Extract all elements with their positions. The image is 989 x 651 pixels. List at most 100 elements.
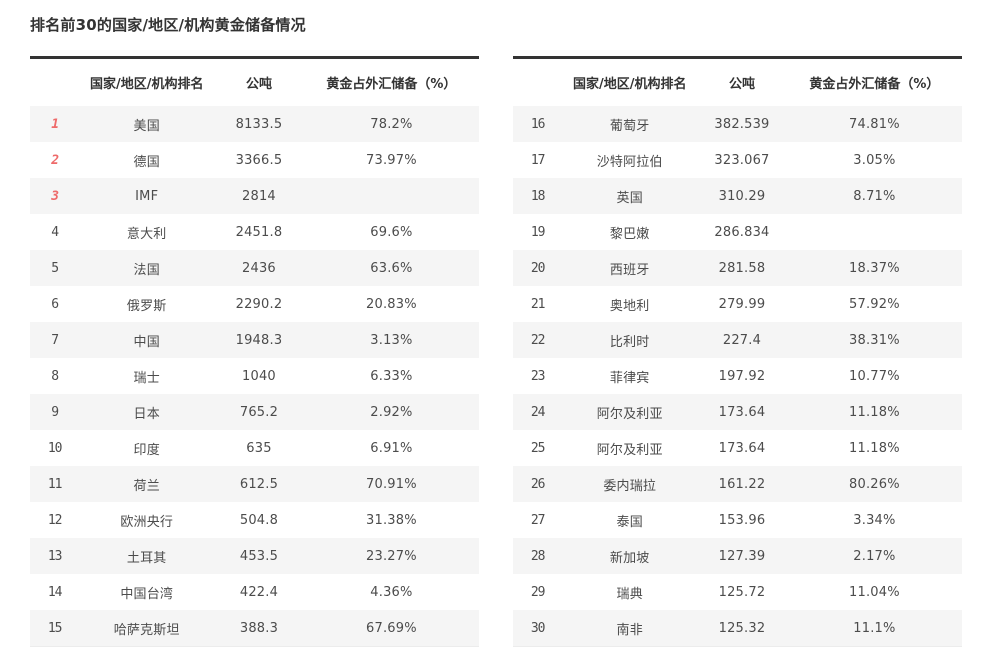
table-row: 29 瑞典 125.72 11.04% [513,574,962,610]
tonnes-cell: 323.067 [714,152,770,168]
table-row: 3 IMF 2814 [30,178,479,214]
name-cell: 瑞士 [133,370,160,386]
tonnes-cell: 1040 [242,368,276,384]
table-row: 27 泰国 153.96 3.34% [513,502,962,538]
table-row: 10 印度 635 6.91% [30,430,479,466]
table-row: 26 委内瑞拉 161.22 80.26% [513,466,962,502]
pct-cell: 3.34% [853,512,896,528]
table-row: 19 黎巴嫩 286.834 [513,214,962,250]
name-cell: 哈萨克斯坦 [79,610,215,647]
tonnes-cell: 161.22 [697,466,787,502]
pct-cell: 8.71% [786,178,962,214]
pct-cell: 2.17% [786,538,962,574]
rank-cell: 10 [47,440,63,456]
rank-cell: 2 [51,152,59,168]
name-cell: 俄罗斯 [126,298,167,314]
table-row: 28 新加坡 127.39 2.17% [513,538,962,574]
tonnes-cell: 197.92 [718,368,766,384]
rank-cell: 1 [30,106,80,142]
gold-table-right: 国家/地区/机构排名 公吨 黄金占外汇储备（%） 16 葡萄牙 382.539 74.… [513,56,962,647]
table-row: 21 奥地利 279.99 57.92% [513,286,962,322]
name-cell: 中国 [79,322,215,358]
name-cell: 新加坡 [562,538,698,574]
pct-cell: 11.1% [786,610,962,647]
pct-cell [303,178,479,214]
table-row: 24 阿尔及利亚 173.64 11.18% [513,394,962,430]
tonnes-cell: 281.58 [697,250,787,286]
tonnes-cell: 125.32 [697,610,787,647]
rank-cell: 26 [513,466,563,502]
tonnes-cell: 2290.2 [235,296,283,312]
name-cell: 荷兰 [79,466,215,502]
rank-cell: 28 [513,538,563,574]
table-row: 1 美国 8133.5 78.2% [30,106,479,142]
name-cell: 英国 [562,178,698,214]
rank-cell: 11 [30,466,80,502]
table-row: 17 沙特阿拉伯 323.067 3.05% [513,142,962,178]
rank-cell: 16 [513,106,563,142]
table-row: 11 荷兰 612.5 70.91% [30,466,479,502]
table-row: 12 欧洲央行 504.8 31.38% [30,502,479,538]
rank-cell: 14 [47,584,63,600]
table-row: 25 阿尔及利亚 173.64 11.18% [513,430,962,466]
table-row: 6 俄罗斯 2290.2 20.83% [30,286,479,322]
table-row: 15 哈萨克斯坦 388.3 67.69% [30,610,479,647]
pct-cell [787,214,962,250]
name-cell: 法国 [79,250,215,286]
pct-cell: 11.18% [786,394,962,430]
tonnes-cell: 125.72 [718,584,766,600]
name-cell: 美国 [79,106,215,142]
tables-container: 国家/地区/机构排名 公吨 黄金占外汇储备（%） 1 美国 8133.5 78.2% 2… [30,56,962,647]
tonnes-cell: 279.99 [718,296,766,312]
name-cell: 中国台湾 [120,586,174,602]
name-cell: 阿尔及利亚 [596,442,663,458]
rank-cell: 30 [513,610,563,647]
tonnes-cell: 635 [246,440,272,456]
page-title: 排名前30的国家/地区/机构黄金储备情况 [30,16,306,34]
name-cell: 葡萄牙 [562,106,698,142]
table-row: 8 瑞士 1040 6.33% [30,358,479,394]
tonnes-cell: 127.39 [697,538,787,574]
name-cell: 泰国 [616,514,643,530]
name-cell: 土耳其 [79,538,215,574]
tonnes-cell: 310.29 [697,178,787,214]
pct-cell: 67.69% [303,610,479,647]
rank-cell: 15 [30,610,80,647]
rank-cell: 29 [530,584,546,600]
tonnes-cell: 422.4 [239,584,279,600]
pct-cell: 78.2% [303,106,479,142]
pct-cell: 11.04% [849,584,900,600]
header-row: 国家/地区/机构排名 公吨 黄金占外汇储备（%） [513,57,962,106]
tonnes-cell: 612.5 [214,466,304,502]
tonnes-cell: 1948.3 [214,322,304,358]
rank-cell: 13 [30,538,80,574]
name-cell: 日本 [79,394,215,430]
rank-cell: 7 [30,322,80,358]
col-header-pct: 黄金占外汇储备（%） [303,57,479,106]
table-row: 5 法国 2436 63.6% [30,250,479,286]
tonnes-cell: 765.2 [214,394,304,430]
tonnes-cell: 453.5 [214,538,304,574]
rank-cell: 20 [513,250,563,286]
rank-cell: 19 [530,224,546,240]
pct-cell: 70.91% [303,466,479,502]
table-header: 国家/地区/机构排名 公吨 黄金占外汇储备（%） [30,57,479,106]
pct-cell: 57.92% [849,296,900,312]
pct-cell: 38.31% [786,322,962,358]
table-body-left: 1 美国 8133.5 78.2% 2 德国 3366.5 73.97% 3 IMF 2814 4 意大… [30,106,479,647]
table-row: 4 意大利 2451.8 69.6% [30,214,479,250]
col-header-rank [30,57,80,106]
rank-cell: 17 [530,152,546,168]
table-row: 7 中国 1948.3 3.13% [30,322,479,358]
tonnes-cell: 2451.8 [235,224,283,240]
pct-cell: 73.97% [366,152,417,168]
name-cell: 阿尔及利亚 [562,394,698,430]
tonnes-cell: 2814 [214,178,304,214]
rank-cell: 18 [513,178,563,214]
table-row: 16 葡萄牙 382.539 74.81% [513,106,962,142]
tonnes-cell: 153.96 [718,512,766,528]
rank-cell: 25 [530,440,546,456]
pct-cell: 31.38% [366,512,417,528]
tonnes-cell: 286.834 [714,224,770,240]
